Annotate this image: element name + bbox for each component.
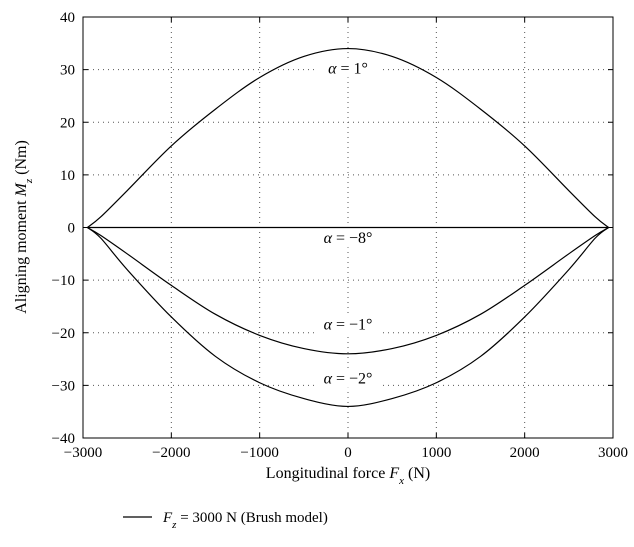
- x-tick-label: 2000: [510, 445, 540, 461]
- annotation-label-2: α = −1°: [324, 317, 373, 334]
- annotation-label-3: α = −2°: [324, 371, 373, 388]
- annotation-background: [315, 369, 381, 388]
- series-line-2: [87, 226, 609, 355]
- x-tick-label: −1000: [240, 445, 278, 461]
- x-axis-label: Longitudinal force Fx (N): [266, 465, 430, 487]
- y-tick-label: 40: [60, 10, 75, 26]
- y-tick-label: 10: [60, 168, 75, 184]
- y-tick-label: 0: [68, 221, 76, 237]
- legend: Fz = 3000 N (Brush model): [123, 510, 328, 531]
- y-tick-label: 30: [60, 63, 75, 79]
- series-lines: [87, 47, 609, 408]
- annotation-background: [315, 59, 381, 78]
- x-tick-label: 0: [344, 445, 352, 461]
- x-tick-labels: −3000 −2000 −1000 0 1000 2000 3000: [64, 17, 628, 461]
- annotations: α = 1° α = −8° α = −1° α = −2°: [315, 59, 381, 388]
- series-line-0: [87, 47, 609, 228]
- y-axis-label: Aligning moment Mz (Nm): [13, 140, 35, 314]
- annotation-label-0: α = 1°: [328, 60, 368, 77]
- series-line-3: [87, 227, 609, 408]
- annotation-label-1: α = −8°: [324, 230, 373, 247]
- x-tick-label: −3000: [64, 445, 102, 461]
- x-tick-label: 1000: [421, 445, 451, 461]
- x-tick-label: −2000: [152, 445, 190, 461]
- legend-entry: Fz = 3000 N (Brush model): [162, 510, 328, 531]
- y-tick-label: −40: [52, 431, 75, 447]
- annotation-background: [315, 315, 381, 334]
- y-tick-label: −10: [52, 273, 75, 289]
- y-tick-label: −20: [52, 326, 75, 342]
- y-tick-label: −30: [52, 378, 75, 394]
- y-tick-labels: −40 −30 −20 −10 0 10 20 30 40: [52, 10, 613, 447]
- annotation-background: [315, 229, 381, 248]
- x-tick-label: 3000: [598, 445, 628, 461]
- y-tick-label: 20: [60, 115, 75, 131]
